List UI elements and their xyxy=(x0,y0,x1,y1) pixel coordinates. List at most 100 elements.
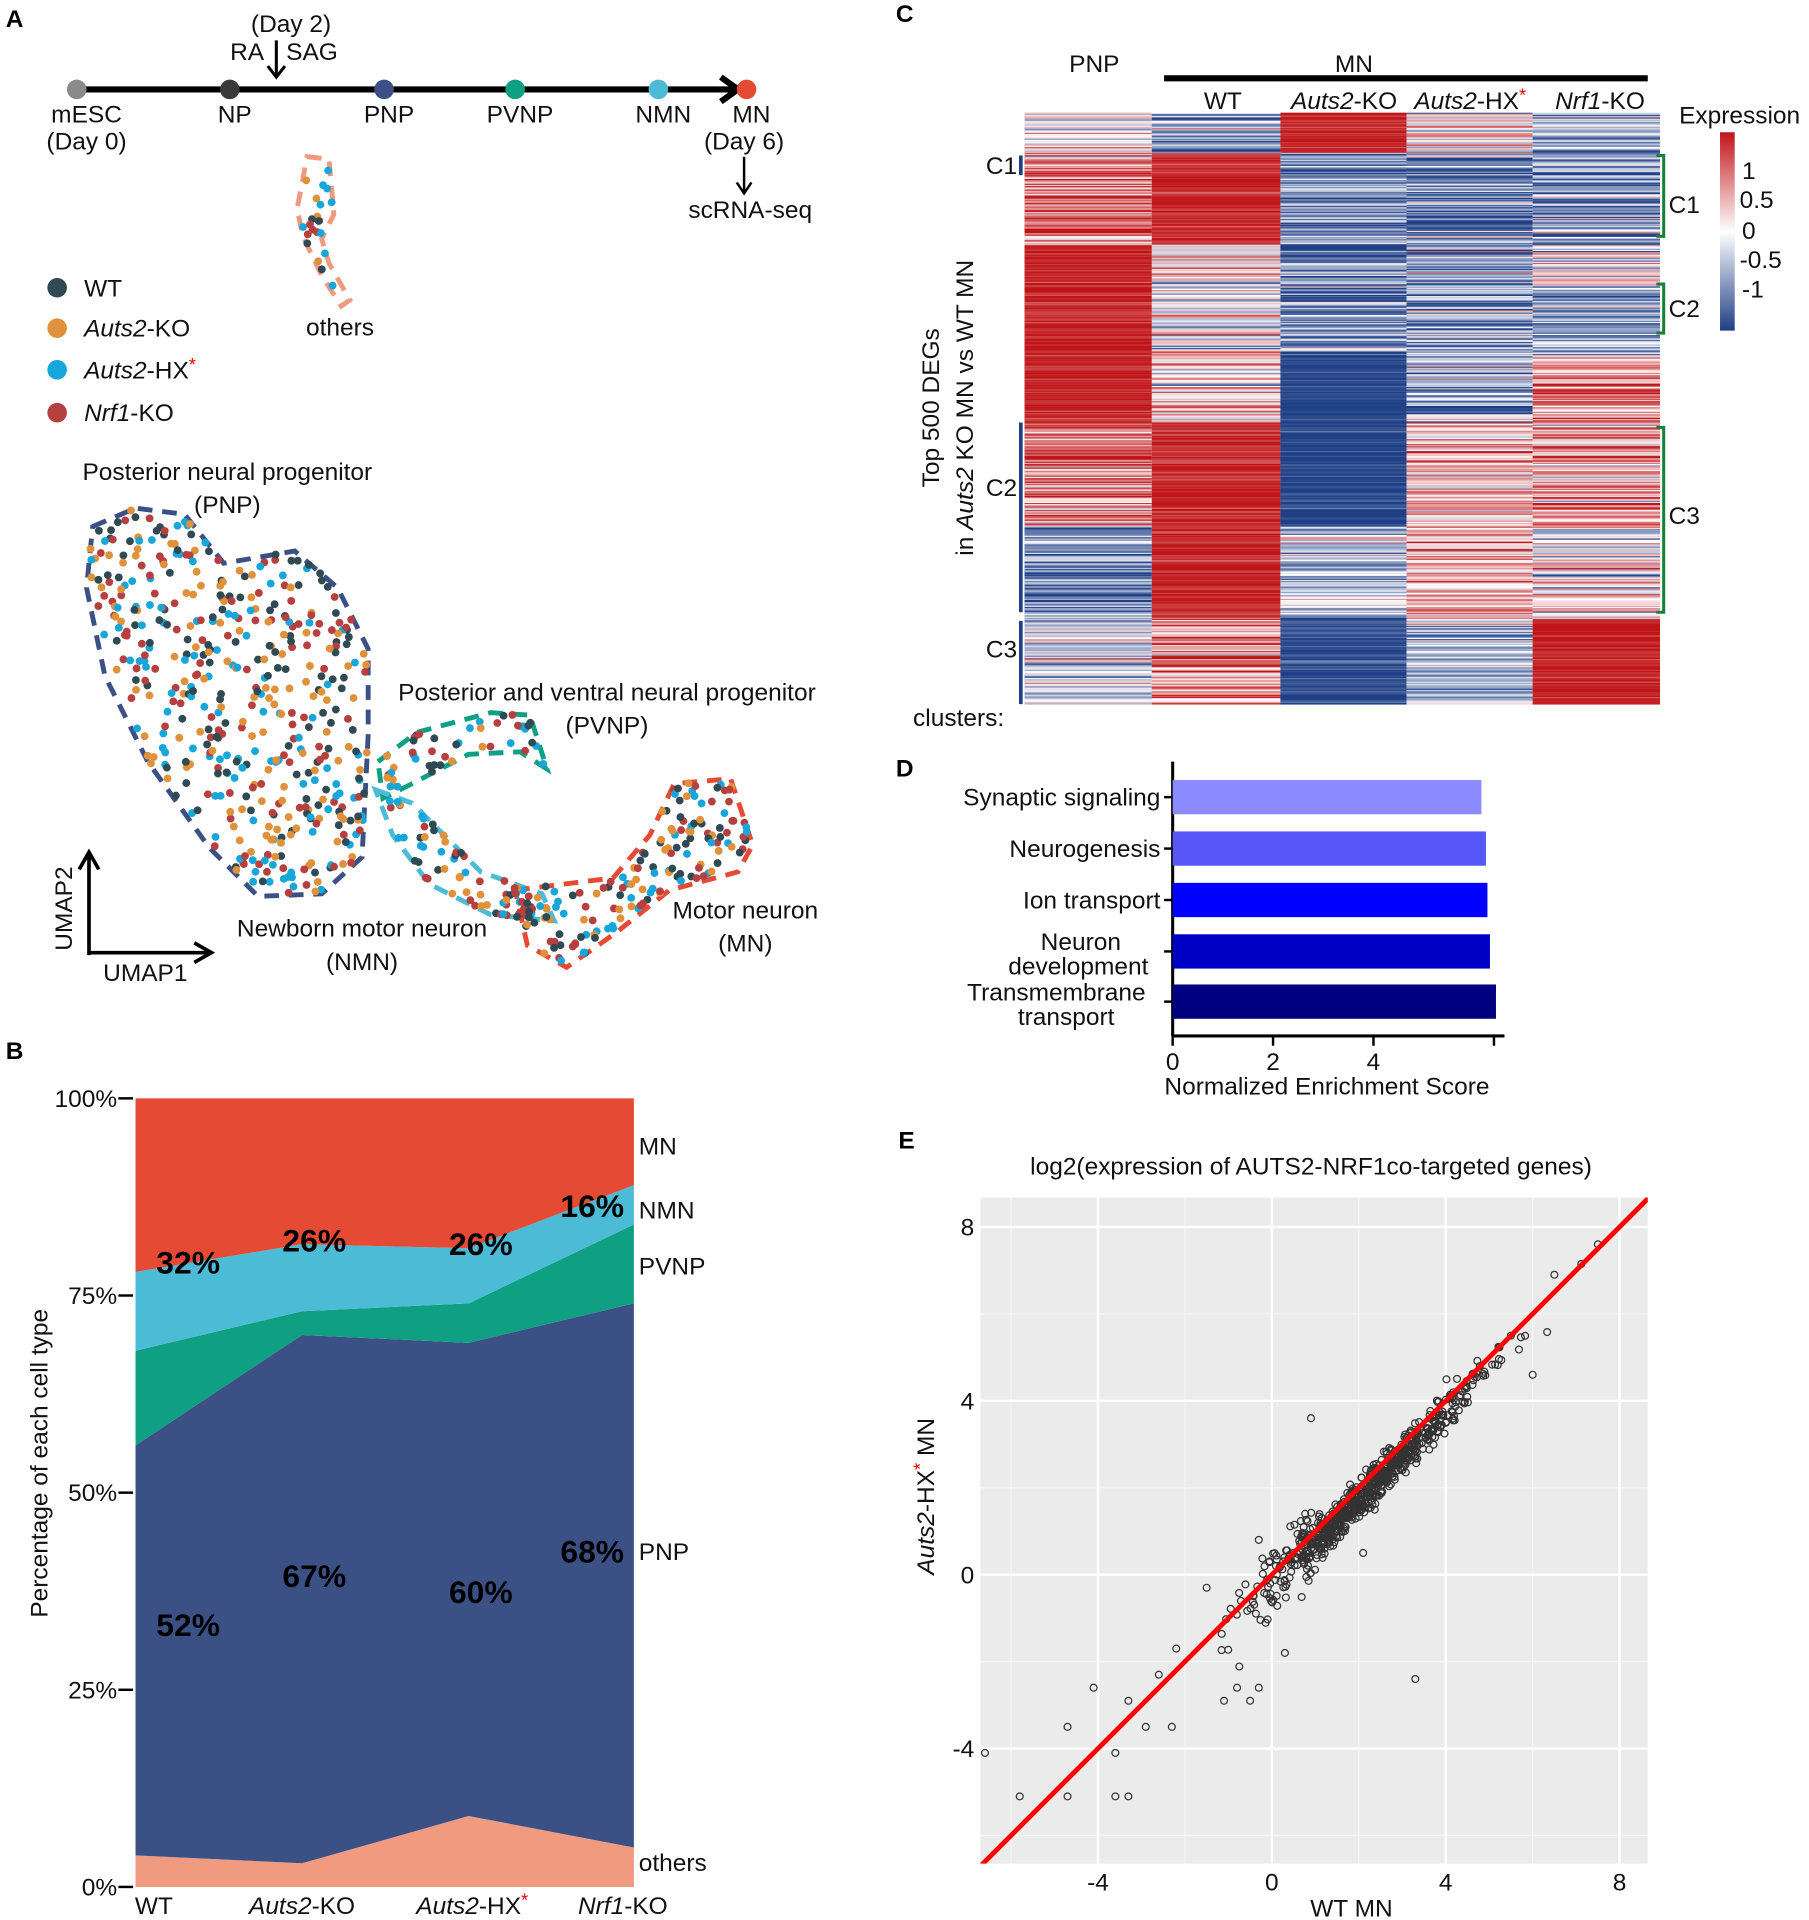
umap-cell-point xyxy=(238,717,247,726)
heatmap-cell xyxy=(1406,282,1533,285)
heatmap-cell xyxy=(1151,130,1281,133)
heatmap-cell xyxy=(1280,442,1407,445)
area-mn xyxy=(135,1098,634,1272)
heatmap-cell xyxy=(1151,375,1281,377)
umap-cell-point xyxy=(119,551,128,560)
label-gene: Nrf1 xyxy=(578,1893,624,1920)
scatter-point xyxy=(1282,1580,1291,1589)
heatmap-cell xyxy=(1024,225,1152,227)
heatmap-cell xyxy=(1280,351,1407,354)
heatmap-cell xyxy=(1532,318,1661,321)
heatmap-cell xyxy=(1406,491,1533,493)
heatmap-cell xyxy=(1151,355,1281,357)
heatmap-cell xyxy=(1151,624,1281,627)
heatmap-cell xyxy=(1406,306,1533,309)
heatmap-cell xyxy=(1280,569,1407,571)
heatmap-cell xyxy=(1406,559,1533,562)
heatmap-cell xyxy=(1024,118,1152,121)
heatmap-cell xyxy=(1024,282,1152,285)
heatmap-cell xyxy=(1024,646,1152,648)
umap-cell-point xyxy=(350,658,359,667)
umap-cell-point xyxy=(131,551,140,560)
heatmap-cell xyxy=(1024,359,1152,362)
heatmap-cell xyxy=(1406,556,1533,558)
heatmap-cell xyxy=(1151,142,1281,144)
heatmap-cell xyxy=(1532,145,1661,148)
heatmap-cell xyxy=(1024,553,1152,556)
heatmap-cell xyxy=(1024,427,1152,429)
heatmap-cell xyxy=(1024,446,1152,448)
heatmap-cell xyxy=(1532,614,1661,616)
heatmap-cell xyxy=(1532,370,1661,373)
umap-cell-point xyxy=(500,877,509,885)
heatmap-cell xyxy=(1532,277,1661,279)
heatmap-cell xyxy=(1151,428,1281,431)
heatmap-cell xyxy=(1532,120,1661,123)
panel-a: mESC NP PNP PVNP NMN MN (Day 0) (Day 2) RA SA… xyxy=(46,11,818,987)
heatmap-cell xyxy=(1280,350,1407,353)
heatmap-cell xyxy=(1280,469,1407,472)
heatmap-cell xyxy=(1532,577,1661,580)
umap-cell-point xyxy=(198,636,207,645)
heatmap-cell xyxy=(1151,174,1281,176)
heatmap-cell xyxy=(1532,662,1661,665)
heatmap-cell xyxy=(1151,654,1281,657)
heatmap-cell xyxy=(1406,329,1533,331)
heatmap-cell xyxy=(1280,286,1407,289)
scatter-point xyxy=(1463,1398,1472,1407)
heatmap-cell xyxy=(1280,462,1407,465)
y-tick-label: 50% xyxy=(68,1480,117,1507)
umap-cell-point xyxy=(307,611,316,620)
heatmap-cell xyxy=(1532,311,1661,314)
heatmap-cell xyxy=(1280,562,1407,564)
umap-cell-point xyxy=(214,556,223,565)
heatmap-cell xyxy=(1024,260,1152,263)
ylabel-gene: Auts2 xyxy=(952,467,979,532)
heatmap-cell xyxy=(1024,433,1152,435)
umap-cell-point xyxy=(729,816,738,825)
heatmap-cell xyxy=(1532,429,1661,432)
umap-cell-point xyxy=(190,546,199,555)
label-gene: Auts2 xyxy=(1412,88,1477,115)
heatmap-cell xyxy=(1532,452,1661,454)
heatmap-cell xyxy=(1151,301,1281,304)
heatmap-cell xyxy=(1151,686,1281,689)
heatmap-cell xyxy=(1024,363,1152,366)
heatmap-cell xyxy=(1151,120,1281,123)
heatmap-cell xyxy=(1151,339,1281,342)
heatmap-cell xyxy=(1024,346,1152,349)
heatmap-cell xyxy=(1532,138,1661,141)
scatter-point xyxy=(1202,1583,1211,1592)
heatmap-cell xyxy=(1406,511,1533,513)
heatmap-cell xyxy=(1406,182,1533,185)
heatmap-cell xyxy=(1406,508,1533,511)
heatmap-cell xyxy=(1406,467,1533,470)
heatmap-cell xyxy=(1024,142,1152,144)
heatmap-cell xyxy=(1280,227,1407,230)
heatmap-cell xyxy=(1406,650,1533,653)
heatmap-cell xyxy=(1024,617,1152,620)
umap-cell-point xyxy=(145,514,154,523)
heatmap-cell xyxy=(1280,363,1407,366)
scatter-point xyxy=(1273,1601,1282,1610)
umap-cell-point xyxy=(289,882,298,891)
umap-cell-point xyxy=(287,868,296,877)
umap-cell-point xyxy=(323,764,332,773)
heatmap-cell xyxy=(1280,196,1407,199)
heatmap-cell xyxy=(1024,199,1152,201)
heatmap-cell xyxy=(1024,216,1152,219)
heatmap-cell xyxy=(1024,627,1152,629)
heatmap-cell xyxy=(1024,473,1152,476)
umap-cell-point xyxy=(707,797,716,806)
heatmap-cell xyxy=(1151,330,1281,332)
heatmap-cell xyxy=(1532,681,1661,684)
left-cluster-label: C2 xyxy=(986,475,1017,502)
heatmap-cell xyxy=(1280,406,1407,408)
umap-cell-point xyxy=(556,941,565,950)
heatmap-cell xyxy=(1024,623,1152,626)
heatmap-cell xyxy=(1406,686,1533,689)
heatmap-cell xyxy=(1532,220,1661,222)
heatmap-cell xyxy=(1532,659,1661,661)
heatmap-cell xyxy=(1406,549,1533,551)
umap-cell-point xyxy=(383,773,392,782)
